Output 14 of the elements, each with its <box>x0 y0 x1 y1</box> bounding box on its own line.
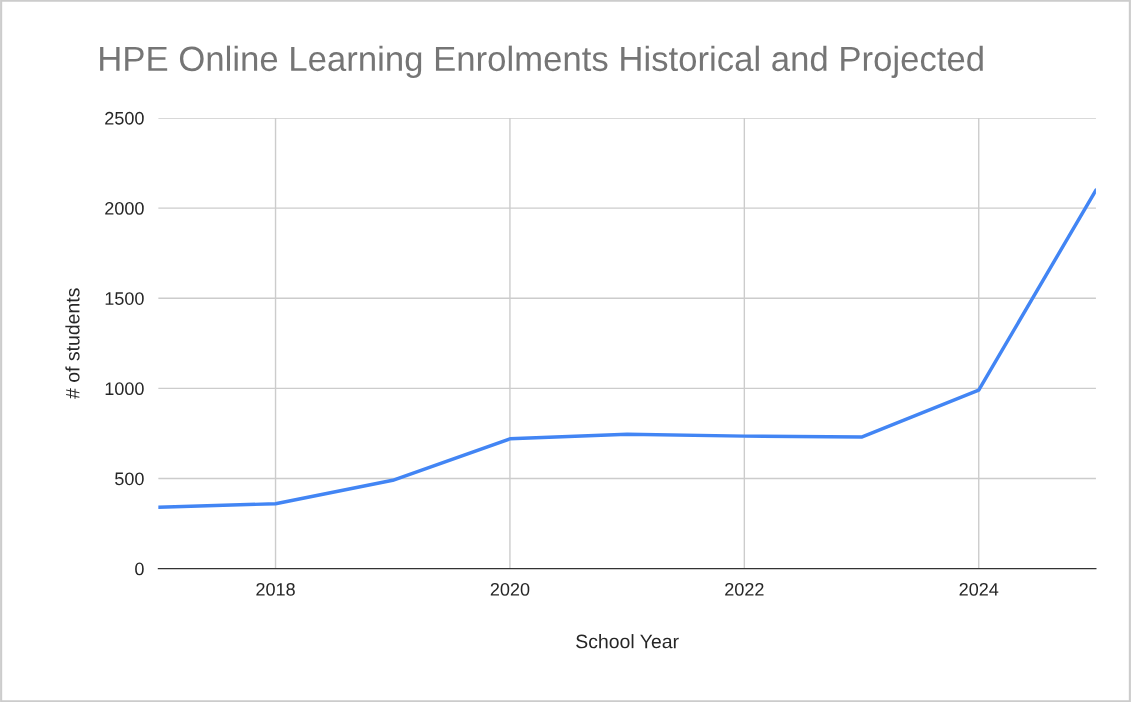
x-tick-label: 2022 <box>725 582 764 596</box>
chart-title: HPE Online Learning Enrolments Historical and Projected <box>100 45 983 78</box>
y-tick-label: 2500 <box>105 111 144 125</box>
line-series <box>158 188 1096 510</box>
x-axis-title: School Year <box>576 634 679 649</box>
y-axis-title: # of students <box>65 288 80 399</box>
y-tick-label: 0 <box>135 562 144 576</box>
x-tick-label: 2018 <box>256 582 295 596</box>
y-tick-label: 1500 <box>105 292 144 305</box>
x-tick-label: 2020 <box>490 582 530 596</box>
y-tick-label: 1000 <box>105 382 144 396</box>
x-tick-label: 2024 <box>959 582 999 596</box>
y-tick-label: 2000 <box>105 202 144 215</box>
y-tick-label: 500 <box>115 472 144 486</box>
